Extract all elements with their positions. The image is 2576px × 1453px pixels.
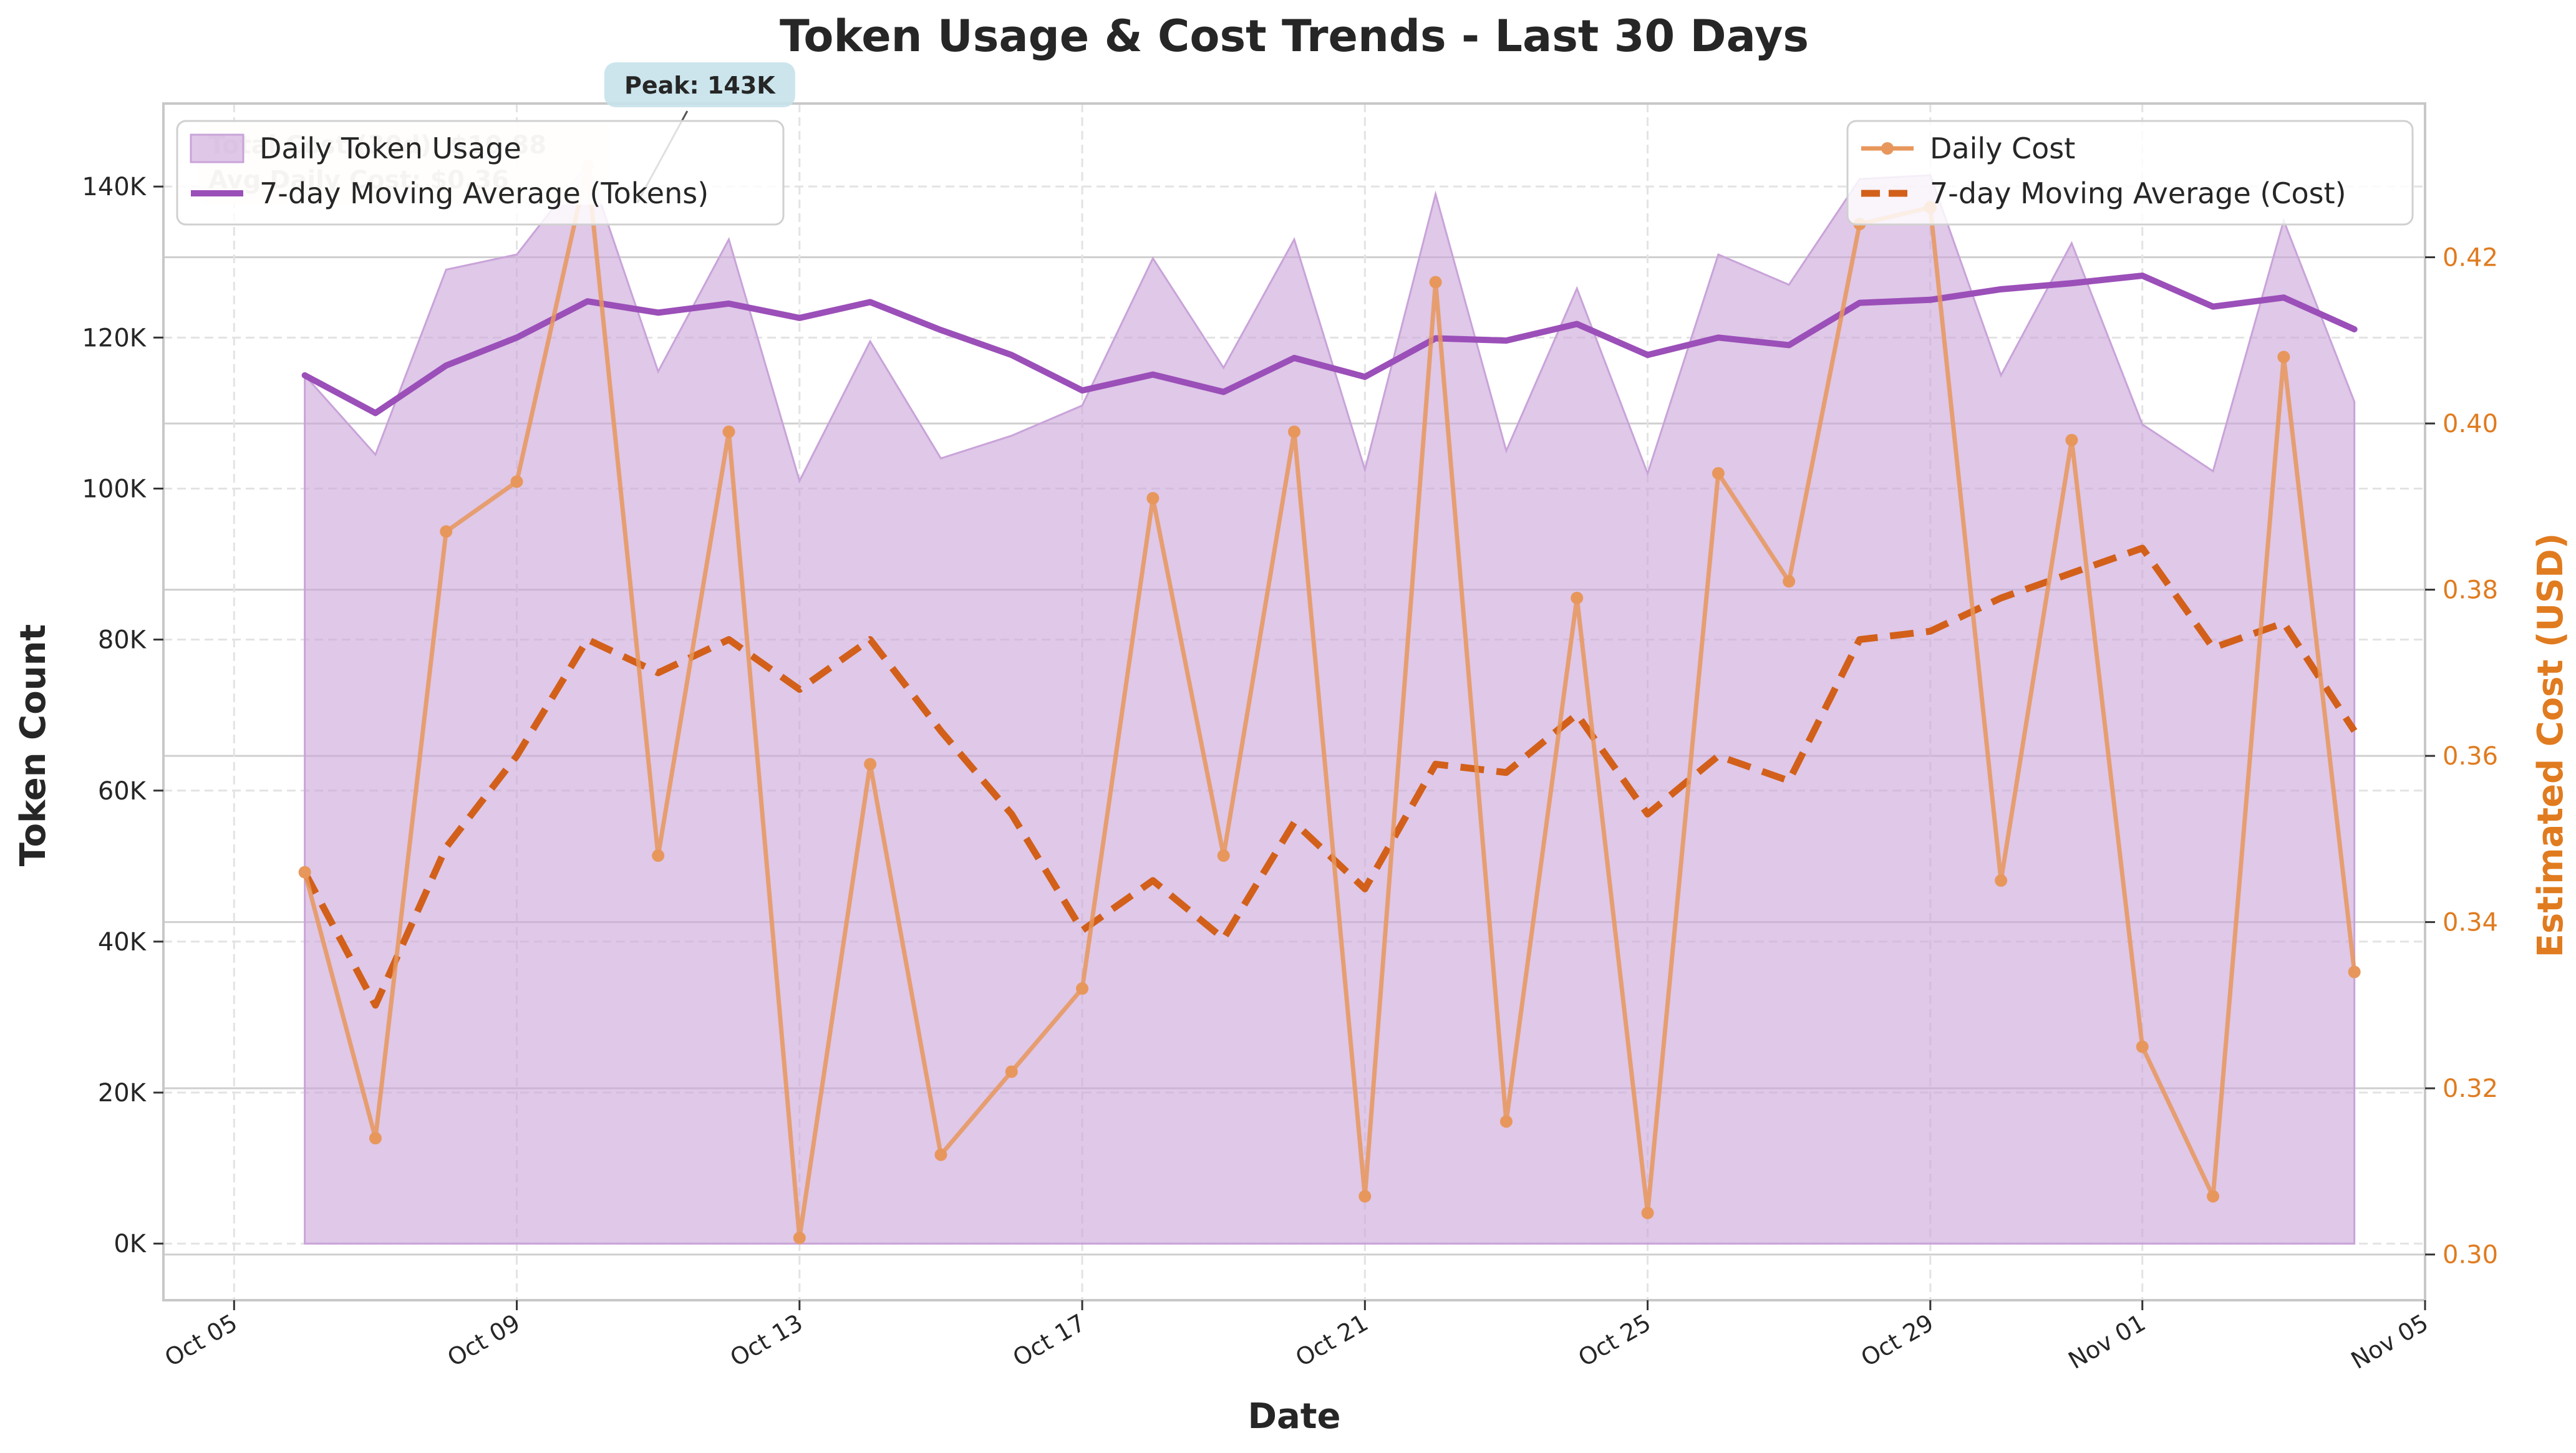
legend-left-box — [176, 120, 785, 226]
legend-swatch-token-area — [190, 133, 245, 163]
y-tick-label: 100K — [82, 475, 147, 503]
y-tick-label: 20K — [98, 1079, 147, 1108]
chart-title: Token Usage & Cost Trends - Last 30 Days — [780, 11, 1809, 62]
daily-cost-point — [1358, 1190, 1372, 1203]
legend-label-token-area: Daily Token Usage — [259, 132, 521, 165]
daily-cost-point — [1783, 575, 1796, 588]
daily-cost-point — [2348, 965, 2361, 978]
y2-tick-label: 0.42 — [2443, 244, 2498, 273]
y-tick-label: 80K — [98, 626, 147, 655]
daily-cost-point — [1288, 425, 1300, 438]
daily-cost-point — [369, 1132, 382, 1145]
daily-cost-point — [722, 425, 735, 438]
daily-cost-point — [652, 849, 665, 862]
daily-cost-point — [1217, 849, 1230, 862]
daily-cost-point — [864, 758, 877, 771]
legends: Daily Token Usage 7-day Moving Average (T… — [176, 120, 2414, 226]
y-axis-label: Token Count — [13, 624, 54, 866]
daily-cost-point — [298, 866, 311, 879]
y2-tick-label: 0.36 — [2443, 742, 2498, 771]
daily-cost-point — [1499, 1115, 1513, 1128]
token-usage-area — [304, 162, 2356, 1245]
x-axis-label: Date — [1247, 1396, 1340, 1437]
y2-axis-label: Estimated Cost (USD) — [2530, 533, 2571, 958]
plot-frame — [162, 102, 2426, 1301]
daily-cost-point — [1429, 276, 1442, 289]
legend-swatch-cost-marker — [1881, 142, 1894, 155]
daily-cost-point — [2065, 433, 2078, 447]
y2-tick-label: 0.30 — [2443, 1241, 2498, 1270]
token-moving-average-line — [301, 273, 2358, 417]
peak-label: Peak: 143K — [624, 72, 776, 99]
token-area-layer — [304, 162, 2356, 1245]
daily-cost-point — [440, 525, 453, 538]
series-layer — [298, 159, 2361, 1245]
daily-cost-point — [1712, 467, 1725, 480]
daily-cost-point — [1005, 1065, 1018, 1078]
y-tick-label: 140K — [82, 173, 147, 201]
daily-cost-point — [1076, 982, 1089, 995]
y2-tick-label: 0.34 — [2443, 909, 2498, 937]
daily-cost-point — [1641, 1207, 1654, 1220]
peak-label-box — [604, 62, 795, 107]
daily-cost-point — [793, 1232, 806, 1245]
daily-cost-point — [2207, 1190, 2220, 1203]
cost-moving-average-line — [301, 544, 2358, 1009]
y2-tick-label: 0.40 — [2443, 410, 2498, 438]
legend-label-cost: Daily Cost — [1930, 132, 2075, 165]
daily-cost-point — [1571, 591, 1584, 604]
y-tick-label: 40K — [98, 928, 147, 957]
daily-cost-point — [1146, 492, 1160, 505]
y2-tick-label: 0.38 — [2443, 576, 2498, 605]
y-tick-label: 60K — [98, 777, 147, 806]
legend-label-token-ma: 7-day Moving Average (Tokens) — [259, 176, 709, 210]
legend-label-cost-ma: 7-day Moving Average (Cost) — [1930, 176, 2346, 210]
y2-tick-label: 0.32 — [2443, 1074, 2498, 1103]
legend-right-box — [1846, 120, 2414, 226]
y-tick-label: 0K — [114, 1230, 147, 1258]
daily-cost-point — [510, 475, 523, 488]
daily-cost-point — [2277, 350, 2290, 364]
daily-cost-line — [303, 163, 2357, 1240]
daily-cost-point — [1995, 874, 2008, 887]
daily-cost-point — [2136, 1040, 2149, 1053]
daily-cost-point — [934, 1148, 947, 1161]
y-tick-label: 120K — [82, 324, 147, 352]
